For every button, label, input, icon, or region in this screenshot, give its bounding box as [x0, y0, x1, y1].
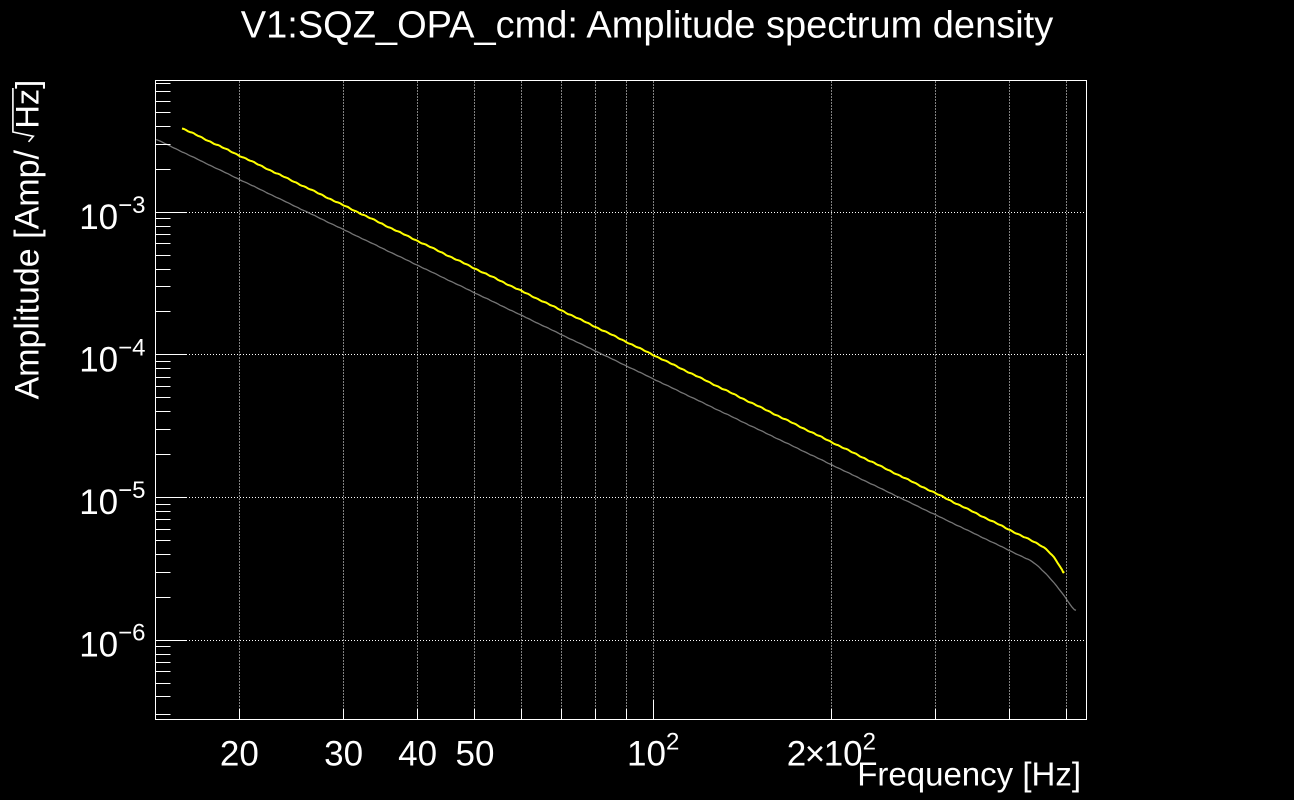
svg-text:10−4: 10−4: [79, 334, 145, 379]
svg-text:102: 102: [627, 729, 679, 774]
svg-text:30: 30: [324, 735, 363, 774]
svg-text:10−5: 10−5: [79, 477, 145, 522]
svg-text:10−3: 10−3: [79, 192, 145, 237]
svg-text:40: 40: [398, 735, 437, 774]
svg-text:Frequency [Hz]: Frequency [Hz]: [857, 756, 1081, 793]
svg-text:Amplitude [Amp/ Hz]: Amplitude [Amp/ Hz]: [9, 80, 47, 400]
svg-text:50: 50: [456, 735, 495, 774]
svg-text:2×102: 2×102: [787, 729, 876, 774]
svg-text:10−6: 10−6: [79, 620, 145, 665]
svg-text:20: 20: [220, 735, 259, 774]
svg-text:V1:SQZ_OPA_cmd: Amplitude spec: V1:SQZ_OPA_cmd: Amplitude spectrum densi…: [241, 5, 1053, 47]
